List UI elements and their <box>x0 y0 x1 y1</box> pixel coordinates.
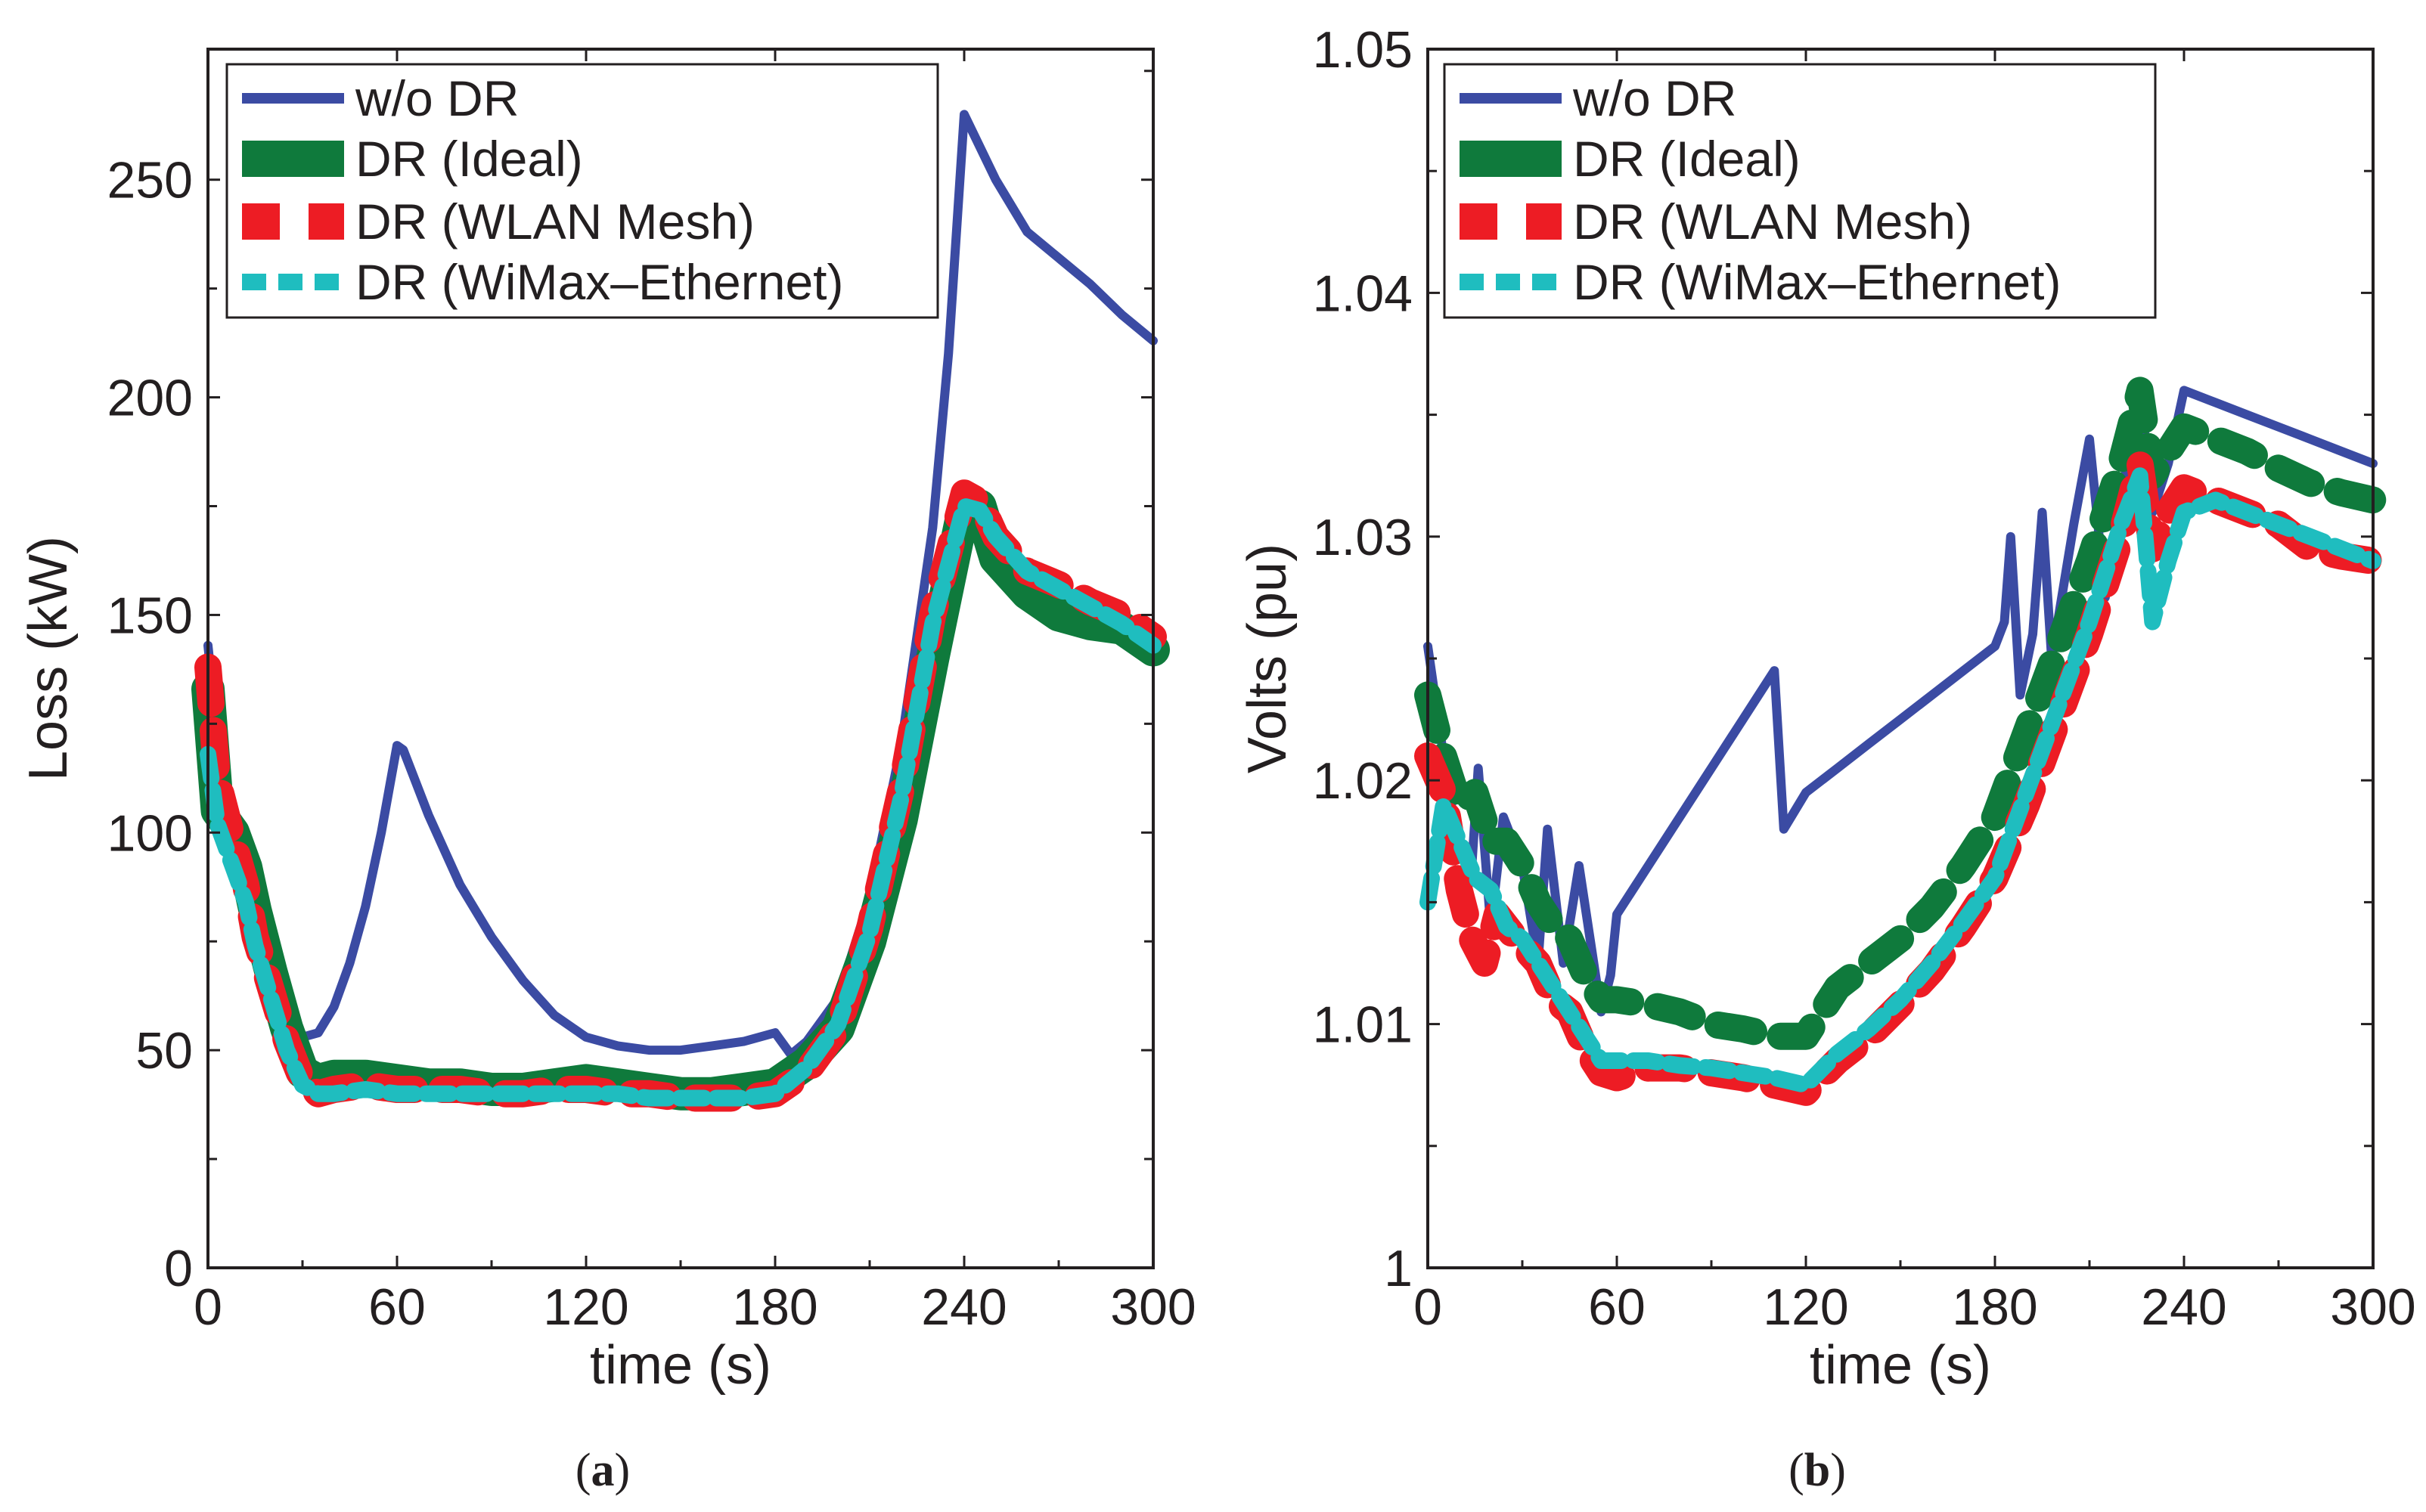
caption-a-letter: a <box>591 1445 615 1496</box>
x-tick-label-a-0: 0 <box>194 1278 222 1336</box>
legend-label-wimax-a: DR (WiMax–Ethernet) <box>355 254 843 310</box>
series-line-a-1 <box>191 489 1170 1111</box>
x-tick-label-a-3: 180 <box>732 1278 817 1336</box>
x-tick-label-a-4: 240 <box>921 1278 1007 1336</box>
legend-label-wodr-b: w/o DR <box>1572 70 1736 126</box>
y-tick-label-b-2: 1.02 <box>1313 752 1413 810</box>
x-tick-label-a-2: 120 <box>543 1278 628 1336</box>
legend-label-wimax-b: DR (WiMax–Ethernet) <box>1573 254 2061 310</box>
legend-label-wlan-b: DR (WLAN Mesh) <box>1573 194 1972 249</box>
y-axis-title-b: Volts (pu) <box>1237 544 1298 773</box>
caption-a: (a) <box>575 1445 630 1496</box>
legend-label-ideal-b: DR (Ideal) <box>1573 131 1801 187</box>
legend-a: w/o DR DR (Ideal) DR (WLAN Mesh) DR (WiM… <box>225 63 939 319</box>
legend-b: w/o DR DR (Ideal) DR (WLAN Mesh) DR (WiM… <box>1443 63 2157 319</box>
y-tick-label-b-0: 1 <box>1384 1240 1413 1297</box>
legend-box-b <box>1443 63 2157 319</box>
ticks-layer-b: 0 60 120 180 240 300 1 1.01 1.02 1.03 1.04 1.05 <box>1313 21 2416 1336</box>
x-axis-title-b: time (s) <box>1810 1335 1991 1396</box>
caption-b: (b) <box>1788 1445 1846 1496</box>
x-tick-label-b-4: 240 <box>2141 1278 2226 1336</box>
series-line-b-1 <box>1414 376 2387 1050</box>
x-tick-label-b-1: 60 <box>1588 1278 1646 1336</box>
x-tick-label-a-1: 60 <box>368 1278 426 1336</box>
legend-label-ideal-a: DR (Ideal) <box>355 131 583 187</box>
y-tick-label-a-4: 200 <box>107 370 193 427</box>
x-tick-label-b-5: 300 <box>2330 1278 2415 1336</box>
y-tick-label-a-5: 250 <box>107 152 193 209</box>
series-line-a-0 <box>203 110 1158 1059</box>
y-tick-label-b-1: 1.01 <box>1313 996 1413 1054</box>
chart-panel-b: 0 60 120 180 240 300 1 1.01 1.02 1.03 1.04 1.05 tim… <box>1237 21 2416 1396</box>
legend-box-a <box>225 63 939 319</box>
legend-label-wodr-a: w/o DR <box>355 70 519 126</box>
y-tick-label-b-3: 1.03 <box>1313 509 1413 566</box>
y-tick-label-a-2: 100 <box>107 804 193 862</box>
y-tick-label-a-0: 0 <box>164 1240 193 1297</box>
x-tick-label-b-3: 180 <box>1952 1278 2037 1336</box>
caption-b-letter: b <box>1804 1445 1830 1496</box>
y-tick-label-a-3: 150 <box>107 587 193 644</box>
y-tick-label-a-1: 50 <box>135 1022 193 1080</box>
y-tick-label-b-4: 1.04 <box>1313 265 1413 322</box>
series-layer-b <box>1414 376 2387 1106</box>
ticks-layer-a: 0 60 120 180 240 300 0 50 100 150 200 250 <box>107 49 1196 1336</box>
x-tick-label-a-5: 300 <box>1110 1278 1196 1336</box>
y-tick-label-b-5: 1.05 <box>1313 21 1413 79</box>
series-line-b-0 <box>1423 380 2378 1017</box>
x-tick-label-b-2: 120 <box>1763 1278 1848 1336</box>
legend-label-wlan-a: DR (WLAN Mesh) <box>355 194 755 249</box>
y-axis-title-a: Loss (kW) <box>18 536 79 781</box>
series-line-a-3 <box>200 497 1162 1107</box>
series-line-b-3 <box>1419 467 2381 1094</box>
series-layer-a <box>191 110 1170 1112</box>
x-tick-label-b-0: 0 <box>1413 1278 1442 1336</box>
x-axis-title-a: time (s) <box>590 1335 771 1396</box>
